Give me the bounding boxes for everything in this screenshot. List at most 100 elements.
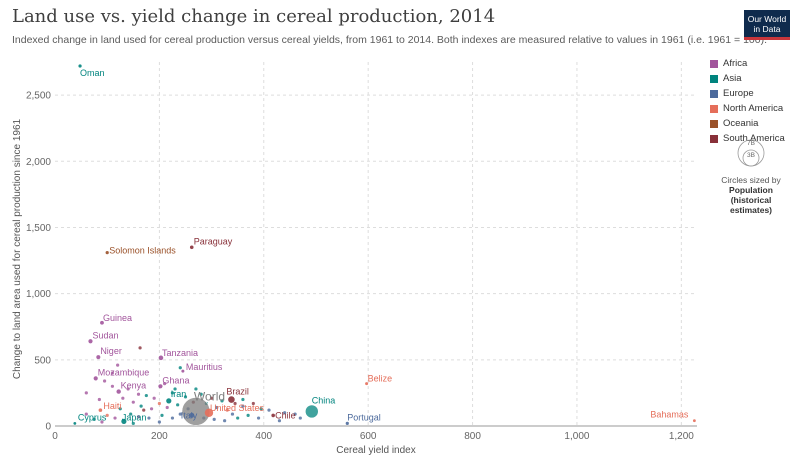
scatter-point [136,392,141,396]
data-label: Sudan [92,330,118,340]
logo-line2: in Data [753,24,781,34]
scatter-point-solomon-islands [105,251,109,255]
scatter-point-portugal [345,421,349,425]
scatter-point-oman [78,64,82,68]
scatter-point [176,403,180,407]
scatter-point [105,413,109,418]
data-label: Belize [368,374,393,384]
legend-item[interactable]: Europe [710,86,785,101]
size-legend-measure-3: estimates) [729,205,773,215]
scatter-point [173,387,177,391]
scatter-point [259,407,263,411]
scatter-point-guinea [100,320,104,325]
legend-item[interactable]: North America [710,101,785,116]
scatter-point [149,407,154,411]
data-label: Chile [275,410,296,420]
scatter-point [293,412,297,416]
data-label: Solomon Islands [109,246,176,256]
data-label: Haiti [103,401,121,411]
data-label: Bahamas [650,410,689,420]
x-axis-label: Cereal yield index [336,445,416,456]
scatter-point [126,387,130,391]
scatter-point [236,416,240,420]
data-label: Mauritius [186,362,223,372]
scatter-point [223,419,227,423]
scatter-point [102,379,107,383]
scatter-point [220,399,224,403]
scatter-point [131,421,135,425]
axes: 0 500 1,000 1,500 2,000 2,500 0 200 400 600 800 1,0… [12,91,697,456]
scatter-point [241,404,245,408]
scatter-point [147,416,151,420]
legend-swatch [710,89,718,98]
data-label: Ghana [162,375,189,385]
scatter-point [165,405,169,410]
scatter-point [139,404,143,408]
legend-label: Oceania [723,118,759,129]
legend-item[interactable]: Oceania [710,116,785,131]
y-tick-label: 1,500 [26,223,51,234]
legend-item[interactable]: South America [710,131,785,146]
owid-logo[interactable]: Our World in Data [744,10,790,40]
logo-line1: Our World [747,14,787,24]
legend-label: Asia [723,73,742,84]
y-tick-label: 2,000 [26,157,51,168]
chart-title: Land use vs. yield change in cereal prod… [12,6,496,27]
scatter-point [152,396,156,400]
scatter-point [100,420,104,424]
scatter-point [157,401,161,406]
data-label: World [194,389,225,403]
scatter-point-iran [166,398,172,404]
region-legend: Africa Asia Europe North America Oceania Sout… [710,56,785,146]
data-label: Brazil [226,387,249,397]
scatter-point-italy [189,412,195,418]
scatter-point-belize [365,382,369,386]
scatter-point [283,411,287,415]
scatter-point [110,371,115,375]
data-label: China [312,395,336,405]
size-legend-measure-2: (historical [730,195,772,205]
scatter-point-mozambique [93,376,98,381]
scatter-point [84,412,88,416]
scatter-point-mauritius [181,369,185,373]
grid-lines [55,62,697,426]
y-axis-label: Change to land area used for cereal prod… [12,118,23,379]
scatter-point [116,363,120,367]
scatter-point [142,408,146,412]
data-label: Tanzania [162,348,198,358]
legend-swatch [710,59,718,68]
data-labels: Oman Paraguay Solomon Islands Guinea Sudan Ni… [78,68,689,422]
x-tick-label: 400 [255,431,272,442]
scatter-point-chile [271,413,275,418]
scatter-point [84,391,88,395]
x-tick-label: 1,000 [564,431,589,442]
x-tick-label: 800 [464,431,481,442]
scatter-point-kenya [116,389,121,394]
scatter-point-paraguay [189,245,194,250]
scatter-point [129,412,133,416]
data-points [73,64,696,426]
scatter-point [144,393,148,398]
scatter-point [251,401,255,406]
data-label: Italy [181,410,198,420]
x-tick-label: 200 [151,431,168,442]
legend-swatch [710,119,718,128]
data-label: Cyprus [78,412,107,422]
chart-subtitle: Indexed change in land used for cereal p… [12,34,768,46]
scatter-point-tanzania [158,355,164,361]
legend-label: Europe [723,88,754,99]
legend-item[interactable]: Asia [710,71,785,86]
scatter-point [163,382,167,386]
scatter-point [194,387,198,391]
scatter-point [209,396,214,400]
scatter-point [267,408,271,412]
data-label: Oman [80,68,105,78]
legend-item[interactable]: Africa [710,56,785,71]
size-legend-big-label: 7B [747,140,755,147]
scatter-point [225,408,229,412]
scatter-point [178,412,182,416]
scatter-point [233,401,237,406]
size-legend-caption: Circles sized by [721,175,781,185]
scatter-point [97,397,101,402]
